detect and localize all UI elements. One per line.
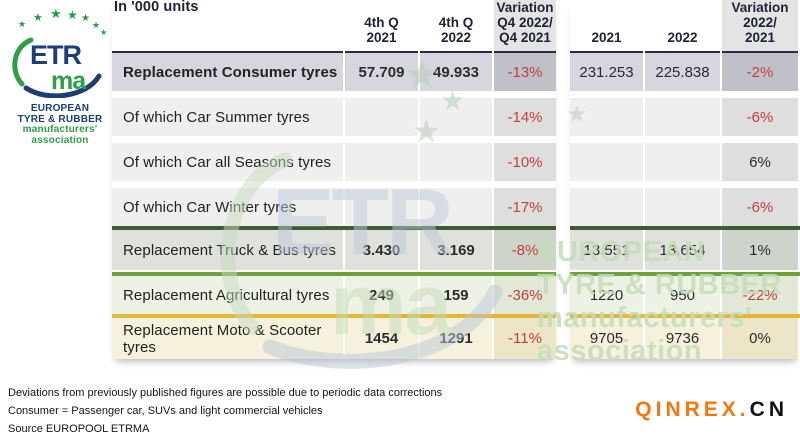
value-q4-2021: 3.430 — [345, 230, 418, 270]
column-header-q4-2022: 4th Q 2022 — [420, 0, 492, 55]
star-icon — [18, 19, 26, 30]
table-row: 231.253 225.838 -2% — [570, 53, 800, 91]
row-label: Of which Car Winter tyres — [112, 188, 343, 226]
footnote-source: Source EUROPOOL ETRMA — [8, 423, 150, 435]
value-q4-2022: 3.169 — [420, 230, 492, 270]
star-icon — [81, 13, 90, 24]
star-icon — [50, 6, 62, 22]
table-row: Of which Car all Seasons tyres -10% — [112, 143, 556, 181]
table-row: 9705 9736 0% — [570, 314, 800, 359]
variation-q4: -17% — [494, 188, 556, 226]
unit-header: In '000 units — [112, 0, 343, 55]
table-row: Replacement Truck & Bus tyres 3.430 3.169-… — [112, 226, 556, 270]
value-2022: 9736 — [645, 318, 720, 359]
table-header-row: In '000 units 4th Q 2021 4th Q 2022 Variat… — [112, 0, 556, 55]
table-row: Of which Car Winter tyres -17% — [112, 188, 556, 226]
value-2021: 9705 — [570, 318, 643, 359]
value-2022: 13.654 — [645, 230, 720, 270]
value-q4-2021: 1454 — [345, 318, 418, 359]
wordmark-line: association — [31, 134, 89, 146]
table-row: -6% — [570, 98, 800, 136]
qinrex-brand-text: QINREX. — [635, 398, 750, 421]
star-icon — [92, 20, 100, 31]
value-q4-2022: 1291 — [420, 318, 492, 359]
row-label: Of which Car Summer tyres — [112, 98, 343, 136]
value-q4-2021 — [345, 98, 418, 136]
value-q4-2021: 249 — [345, 276, 418, 314]
value-2022: 950 — [645, 276, 720, 314]
table-header-row: 2021 2022 Variation 2022/2021 — [570, 0, 800, 55]
value-2021: 1220 — [570, 276, 643, 314]
logo-etr-text: ETR — [30, 40, 82, 70]
row-label: Of which Car all Seasons tyres — [112, 143, 343, 181]
variation-year: -2% — [722, 53, 798, 91]
variation-q4: -13% — [494, 53, 556, 91]
logo-ma-text: ma — [51, 67, 87, 95]
variation-year: 6% — [722, 143, 798, 181]
quarterly-table: In '000 units 4th Q 2021 4th Q 2022 Variat… — [112, 0, 556, 359]
value-q4-2021: 57.709 — [345, 53, 418, 91]
value-q4-2022: 159 — [420, 276, 492, 314]
value-2022 — [645, 98, 720, 136]
variation-q4: -36% — [494, 276, 556, 314]
column-header-variation-q4: Variation Q4 2022/Q4 2021 — [494, 0, 556, 55]
qinrex-logo: QINREX.CN — [635, 398, 788, 422]
qinrex-suffix-text: CN — [749, 398, 788, 421]
row-label: Replacement Moto & Scooter tyres — [112, 318, 343, 359]
table-row: 13.551 13.654 1% — [570, 226, 800, 270]
variation-q4: -8% — [494, 230, 556, 270]
footnote-consumer-definition: Consumer = Passenger car, SUVs and light… — [8, 405, 323, 417]
value-q4-2022 — [420, 143, 492, 181]
value-2021 — [570, 98, 643, 136]
star-icon — [100, 28, 107, 37]
value-2022 — [645, 143, 720, 181]
column-header-q4-2021: 4th Q 2021 — [345, 0, 418, 55]
star-icon — [33, 11, 43, 24]
column-header-2022: 2022 — [645, 0, 720, 55]
table-row: Of which Car Summer tyres -14% — [112, 98, 556, 136]
variation-year: -6% — [722, 98, 798, 136]
variation-year: 0% — [722, 318, 798, 359]
table-row: Replacement Consumer tyres 57.709 49.933 -1… — [112, 53, 556, 91]
value-q4-2022: 49.933 — [420, 53, 492, 91]
wordmark-line: EUROPEAN — [30, 103, 90, 114]
table-row: Replacement Moto & Scooter tyres 1454 1291… — [112, 314, 556, 359]
column-header-variation-year: Variation 2022/2021 — [722, 0, 798, 55]
row-label: Replacement Agricultural tyres — [112, 276, 343, 314]
variation-q4: -10% — [494, 143, 556, 181]
table-row: 1220 950 -22% — [570, 272, 800, 314]
column-header-2021: 2021 — [570, 0, 643, 55]
table-row: Replacement Agricultural tyres 249 159 -36% — [112, 272, 556, 314]
wordmark-line: TYRE & RUBBER — [17, 113, 103, 125]
variation-q4: -11% — [494, 318, 556, 359]
value-q4-2021 — [345, 143, 418, 181]
variation-year: -22% — [722, 276, 798, 314]
value-2021: 13.551 — [570, 230, 643, 270]
footnotes: Deviations from previously published fig… — [8, 384, 442, 438]
etrma-logo-mark: ETR ma — [12, 37, 102, 99]
fullyear-table: 2021 2022 Variation 2022/2021 231.253 225.… — [570, 0, 800, 359]
variation-q4: -14% — [494, 98, 556, 136]
value-q4-2022 — [420, 98, 492, 136]
variation-year: -6% — [722, 188, 798, 226]
value-2022: 225.838 — [645, 53, 720, 91]
value-2021 — [570, 143, 643, 181]
value-2021: 231.253 — [570, 53, 643, 91]
table-row: 6% — [570, 143, 800, 181]
row-label: Replacement Truck & Bus tyres — [112, 230, 343, 270]
star-icon — [67, 8, 78, 22]
value-2021 — [570, 188, 643, 226]
logo-stars — [6, 4, 114, 34]
table-row: -6% — [570, 188, 800, 226]
value-q4-2022 — [420, 188, 492, 226]
logo-wordmark: EUROPEAN TYRE & RUBBER manufacturers' assoc… — [6, 103, 114, 146]
footnote-deviations: Deviations from previously published fig… — [8, 387, 443, 399]
variation-year: 1% — [722, 230, 798, 270]
row-label: Replacement Consumer tyres — [112, 53, 343, 91]
value-2022 — [645, 188, 720, 226]
wordmark-line: manufacturers' — [22, 124, 98, 135]
value-q4-2021 — [345, 188, 418, 226]
